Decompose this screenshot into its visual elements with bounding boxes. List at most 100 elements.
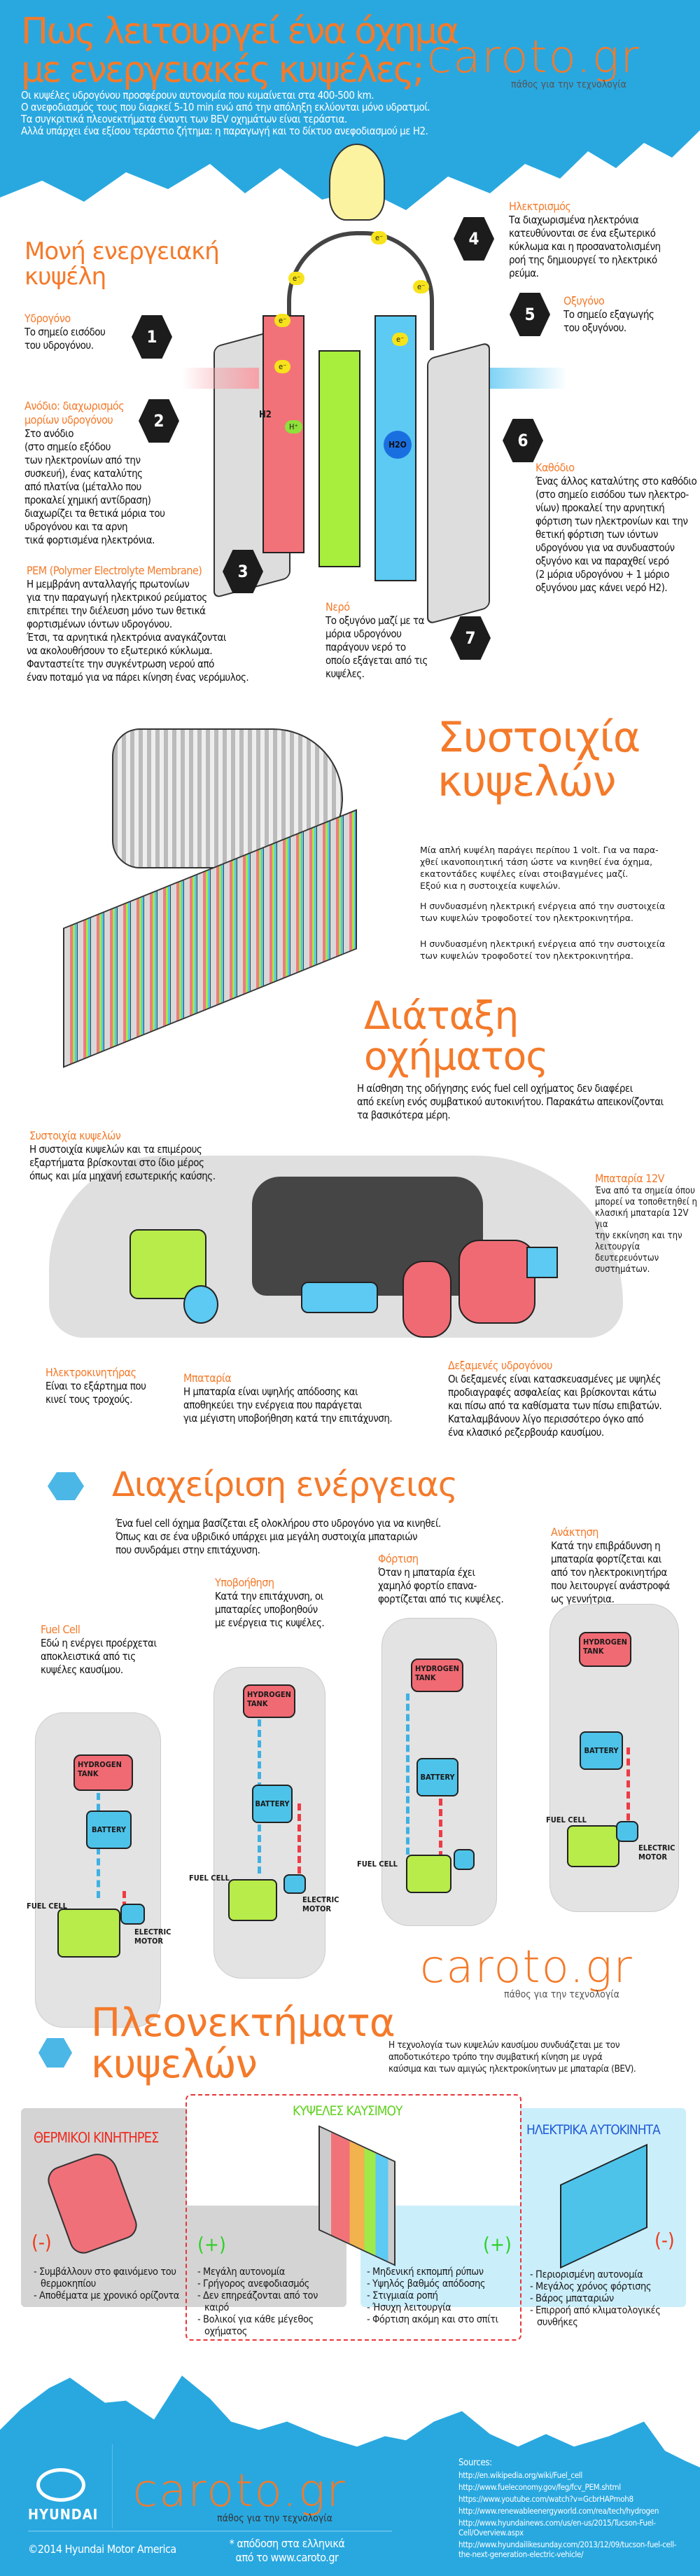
part-text: μπορεί να τοποθετηθεί η <box>595 1197 697 1207</box>
list-item: - Δεν επηρεάζονται από τον καιρό <box>197 2290 318 2313</box>
title-line: Μονή ενεργειακή <box>24 237 220 265</box>
callout-text: θετική φόρτιση των ιόντων <box>536 528 658 541</box>
thermal-title: ΘΕΡΜΙΚΟΙ ΚΙΝΗΤΗΡΕΣ <box>34 2129 159 2146</box>
callout-number-4: 4 <box>454 217 494 261</box>
part-text: όπως και μία μηχανή εσωτερικής καύσης. <box>29 1170 216 1182</box>
mode-text: Εδώ η ενέργει προέρχεται <box>41 1637 157 1649</box>
list-item: - Ήσυχη λειτουργία <box>367 2302 451 2313</box>
callout-number-1: 1 <box>132 315 172 359</box>
text-line: Η συνδυασμένη ηλεκτρική ενέργεια από την… <box>420 901 666 911</box>
intro-text: Οι κυψέλες υδρογόνου προσφέρουν αυτονομί… <box>21 90 430 137</box>
callout-text: ροή της δημιουργεί το ηλεκτρικό <box>509 254 657 266</box>
power-flow-arrow <box>439 1799 442 1858</box>
mode-regeneration: Ανάκτηση Κατά την επιβράδυνση η μπαταρία… <box>551 1525 698 1606</box>
hydrogen-flow-arrow <box>406 1694 410 1855</box>
part-text: και πίσω από τα καθίσματα των πίσω επιβα… <box>448 1399 662 1412</box>
electric-title: ΗΛΕΚΤΡΙΚΑ ΑΥΤΟΚΙΝΗΤΑ <box>526 2122 661 2138</box>
intro-line: Αλλά υπάρχει ένα εξίσου τεράστιο ζήτημα:… <box>21 125 428 137</box>
section-title-advantages: Πλεονεκτήματα κυψελών <box>91 2000 396 2086</box>
hyundai-logo-icon <box>36 2468 85 2502</box>
electron-icon: e⁻ <box>274 360 291 373</box>
callout-text: Στο ανόδιο <box>24 427 74 440</box>
title-line: οχήματος <box>364 1033 549 1079</box>
hydrogen-stream <box>182 368 259 389</box>
text-line: Η τεχνολογία των κυψελών καυσίμου συνδυά… <box>388 2040 620 2051</box>
mode-text: με ενέργεια τις κυψέλες. <box>215 1616 325 1629</box>
credit-line: * απόδοση στα ελληνικά <box>229 2537 345 2550</box>
callout-text: φόρτιση των ηλεκτρονίων και την <box>536 515 688 527</box>
source-link[interactable]: http://www.fueleconomy.gov/feg/fcv_PEM.s… <box>458 2482 621 2492</box>
text-line: που συνδράμει στην επιτάχυνση. <box>115 1544 260 1556</box>
callout-text: έναν ποταμό για να πάρει κίνηση ένας νερ… <box>27 671 249 684</box>
mode-charging: Φόρτιση Όταν η μπαταρία έχει χαμηλό φορτ… <box>378 1552 525 1606</box>
hydrogen-tank-part <box>458 1240 536 1324</box>
part-title: Μπαταρία 12V <box>595 1172 664 1185</box>
callout-text: υδρογόνου για να συνδυαστούν <box>536 541 675 554</box>
source-link[interactable]: http://en.wikipedia.org/wiki/Fuel_cell <box>458 2470 582 2480</box>
mode-title: Υποβοήθηση <box>215 1576 274 1589</box>
energy-intro: Ένα fuel cell όχημα βασίζεται εξ ολοκλήρ… <box>115 1517 479 1557</box>
part-text: Είναι το εξάρτημα που <box>46 1380 146 1392</box>
mode-text: μπαταρίες υποβοηθούν <box>215 1603 318 1616</box>
part-text: εξαρτήματα βρίσκονται στο ίδιο μέρος <box>29 1156 204 1169</box>
callout-text: Το σημείο εισόδου <box>24 326 106 338</box>
text-line: Η αίσθηση της οδήγησης ενός fuel cell οχ… <box>357 1082 633 1095</box>
credit-link[interactable]: από το www.caroto.gr <box>235 2551 339 2564</box>
callout-text: οποίο εξάγεται από τις <box>326 654 428 667</box>
part-battery-12v: Μπαταρία 12V Ένα από τα σημεία όπου μπορ… <box>595 1172 700 1275</box>
callout-text: μόρια υδρογόνου <box>326 628 402 640</box>
callout-text: φορτισμένων ιόντων υδρογόνου. <box>27 618 172 630</box>
list-item: - Αποθέματα με χρονικό ορίζοντα <box>34 2290 180 2301</box>
mode-text: από τον ηλεκτροκινητήρα <box>551 1566 667 1579</box>
list-item: - Συμβάλλουν στο φαινόμενο του θερμοκηπί… <box>34 2266 176 2290</box>
source-link[interactable]: http://www.renewableenergyworld.com/rea/… <box>458 2506 659 2516</box>
text-line: Η συνδυασμένη ηλεκτρική ενέργεια από την… <box>420 939 666 949</box>
part-text: Καταλαμβάνουν λίγο περισσότερο όγκο από <box>448 1413 644 1425</box>
text-line: Εξού κια η συστοιχεία κυψελών. <box>420 880 561 891</box>
logo-tagline: πάθος για την τεχνολογία <box>217 2513 332 2524</box>
callout-text: για την παραγωγή ηλεκτρικού ρεύματος <box>27 591 207 604</box>
callout-title: PEM (Polymer Electrolyte Membrane) <box>27 564 202 577</box>
callout-title: Υδρογόνο <box>24 312 71 325</box>
proton-icon: H⁺ <box>285 420 302 434</box>
callout-water: Νερό Το οξυγόνο μαζί με τα μόρια υδρογόν… <box>326 600 444 681</box>
electron-icon: e⁻ <box>288 272 305 285</box>
part-text: ένα κλασικό ρεζερβουάρ καυσίμου. <box>448 1426 604 1439</box>
part-hydrogen-tanks: Δεξαμενές υδρογόνου Οι δεξαμενές είναι κ… <box>448 1359 700 1439</box>
list-item: - Υψηλός βαθμός απόδοσης <box>367 2278 486 2290</box>
callout-title: Οξυγόνο <box>564 294 605 307</box>
callout-text: κυψέλες. <box>326 667 365 680</box>
callout-text: του οξυγόνου. <box>564 321 626 334</box>
fuel-cells-list-left: - Μεγάλη αυτονομία - Γρήγορος ανεφοδιασμ… <box>196 2266 343 2338</box>
callout-text: οξυγόνου μας κάνει νερό H2). <box>536 581 668 594</box>
electric-motor-label: ELECTRIC MOTOR <box>302 1895 340 1913</box>
list-item: - Φόρτιση ακόμη και στο σπίτι <box>367 2314 498 2325</box>
electric-motor-label: ELECTRIC MOTOR <box>134 1927 172 1946</box>
callout-hydrogen: Υδρογόνο Το σημείο εισόδου του υδρογόνου… <box>24 312 136 352</box>
source-link[interactable]: http://www.hyundainews.com/us/en-us/2015… <box>458 2518 656 2537</box>
battery-icon: BATTERY <box>416 1758 458 1796</box>
cell-housing-right <box>427 341 490 625</box>
logo-wordmark: caroto.gr <box>420 1941 634 1993</box>
logo-wordmark: caroto.gr <box>427 32 640 83</box>
hydrogen-tank-icon: HYDROGEN TANK <box>411 1659 463 1692</box>
fuel-cell-icon <box>57 1909 120 1958</box>
source-link[interactable]: http://www.hyundailikesunday.com/2013/12… <box>458 2540 677 2559</box>
text-line: Μία απλή κυψέλη παράγει περίπου 1 volt. … <box>420 845 659 855</box>
text-line: από εκείνη ενός συμβατικού αυτοκινήτου. … <box>357 1095 664 1108</box>
title-line: Πλεονεκτήματα <box>91 2000 396 2046</box>
plus-sign: (+) <box>197 2233 226 2256</box>
callout-text: του υδρογόνου. <box>24 339 94 352</box>
mode-title: Φόρτιση <box>378 1552 419 1565</box>
callout-text: από πλατίνα (μέταλλο που <box>24 480 141 493</box>
part-text: Η μπαταρία είναι υψηλής απόδοσης και <box>183 1385 358 1398</box>
electric-list: - Περιορισμένη αυτονομία - Μεγάλος χρόνο… <box>528 2269 686 2329</box>
source-link[interactable]: https://www.youtube.com/watch?v=GcbrHAPm… <box>458 2494 634 2504</box>
callout-title: Νερό <box>326 600 350 614</box>
electric-motor-icon <box>284 1874 306 1894</box>
hyundai-wordmark: HYUNDAI <box>28 2506 99 2523</box>
callout-text: οξυγόνο και να παραχθεί νερό <box>536 555 669 567</box>
part-text: την εκκίνηση και την <box>595 1231 682 1241</box>
fuel-cells-list-right: - Μηδενική εκπομπή ρύπων - Υψηλός βαθμός… <box>365 2266 523 2326</box>
callout-text: συσκευή), ένας καταλύτης <box>24 467 143 480</box>
